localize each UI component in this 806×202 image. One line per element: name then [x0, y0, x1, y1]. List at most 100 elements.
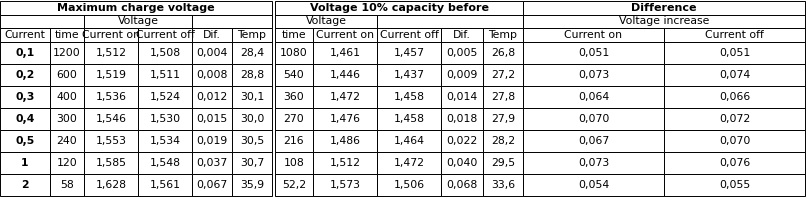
Text: 240: 240 — [56, 136, 77, 146]
Bar — [192, 174, 232, 196]
Bar — [275, 1, 523, 15]
Bar — [441, 174, 483, 196]
Bar — [138, 42, 192, 64]
Text: time: time — [55, 30, 79, 40]
Text: 108: 108 — [284, 158, 305, 168]
Text: 270: 270 — [284, 114, 305, 124]
Text: 0,018: 0,018 — [447, 114, 478, 124]
Text: Current on: Current on — [316, 30, 374, 40]
Text: 0,074: 0,074 — [719, 70, 750, 80]
Text: 0,004: 0,004 — [197, 48, 227, 58]
Text: 0,019: 0,019 — [197, 136, 227, 146]
Bar — [50, 174, 84, 196]
Bar — [84, 42, 138, 64]
Text: Current off: Current off — [705, 30, 764, 40]
Text: 1,506: 1,506 — [393, 180, 425, 190]
Text: 33,6: 33,6 — [491, 180, 515, 190]
Bar — [441, 64, 483, 86]
Bar — [483, 130, 523, 152]
Bar — [138, 130, 192, 152]
Text: 1,546: 1,546 — [95, 114, 127, 124]
Bar — [232, 174, 272, 196]
Text: Maximum charge voltage: Maximum charge voltage — [57, 3, 215, 13]
Bar — [0, 15, 84, 28]
Bar — [664, 64, 805, 86]
Text: Current on: Current on — [82, 30, 140, 40]
Bar — [50, 152, 84, 174]
Bar — [275, 108, 313, 130]
Text: Dif.: Dif. — [453, 30, 471, 40]
Text: 216: 216 — [284, 136, 305, 146]
Bar — [275, 86, 313, 108]
Bar — [483, 108, 523, 130]
Text: 1,461: 1,461 — [330, 48, 360, 58]
Text: 0,067: 0,067 — [578, 136, 609, 146]
Text: 1,548: 1,548 — [149, 158, 181, 168]
Bar — [84, 174, 138, 196]
Bar — [192, 42, 232, 64]
Bar — [138, 64, 192, 86]
Text: 2: 2 — [21, 180, 29, 190]
Text: 52,2: 52,2 — [282, 180, 306, 190]
Bar — [441, 42, 483, 64]
Text: 1,508: 1,508 — [149, 48, 181, 58]
Bar — [313, 28, 377, 42]
Text: 0,015: 0,015 — [197, 114, 227, 124]
Bar — [377, 15, 523, 28]
Bar — [523, 28, 664, 42]
Text: Dif.: Dif. — [203, 30, 221, 40]
Bar — [441, 86, 483, 108]
Bar — [523, 15, 805, 28]
Bar — [275, 174, 313, 196]
Text: 120: 120 — [56, 158, 77, 168]
Bar — [377, 174, 441, 196]
Bar — [232, 152, 272, 174]
Text: 26,8: 26,8 — [491, 48, 515, 58]
Bar — [275, 130, 313, 152]
Bar — [664, 28, 805, 42]
Bar — [483, 152, 523, 174]
Bar — [50, 108, 84, 130]
Text: 1,553: 1,553 — [95, 136, 127, 146]
Text: 0,054: 0,054 — [578, 180, 609, 190]
Bar — [138, 174, 192, 196]
Bar — [0, 86, 50, 108]
Bar — [232, 64, 272, 86]
Bar — [377, 42, 441, 64]
Bar — [84, 64, 138, 86]
Bar — [192, 15, 272, 28]
Bar — [84, 86, 138, 108]
Text: 0,073: 0,073 — [578, 158, 609, 168]
Bar — [84, 130, 138, 152]
Text: 1,476: 1,476 — [330, 114, 360, 124]
Bar — [313, 174, 377, 196]
Text: Current: Current — [5, 30, 45, 40]
Bar — [275, 64, 313, 86]
Bar — [192, 86, 232, 108]
Bar — [84, 152, 138, 174]
Bar — [232, 130, 272, 152]
Bar — [50, 64, 84, 86]
Text: 0,037: 0,037 — [197, 158, 227, 168]
Text: 1,512: 1,512 — [95, 48, 127, 58]
Bar — [523, 86, 664, 108]
Text: 0,4: 0,4 — [15, 114, 35, 124]
Text: 0,008: 0,008 — [197, 70, 227, 80]
Bar — [232, 86, 272, 108]
Text: Temp: Temp — [238, 30, 267, 40]
Text: 1,458: 1,458 — [393, 114, 425, 124]
Text: 0,014: 0,014 — [447, 92, 478, 102]
Text: 1,561: 1,561 — [149, 180, 181, 190]
Text: 0,068: 0,068 — [447, 180, 478, 190]
Bar — [377, 108, 441, 130]
Bar — [483, 64, 523, 86]
Bar — [483, 42, 523, 64]
Bar — [523, 1, 805, 15]
Text: Voltage 10% capacity before: Voltage 10% capacity before — [310, 3, 488, 13]
Text: Current off: Current off — [135, 30, 194, 40]
Bar — [232, 108, 272, 130]
Text: 1,458: 1,458 — [393, 92, 425, 102]
Text: 0,051: 0,051 — [719, 48, 750, 58]
Bar — [138, 86, 192, 108]
Bar — [138, 28, 192, 42]
